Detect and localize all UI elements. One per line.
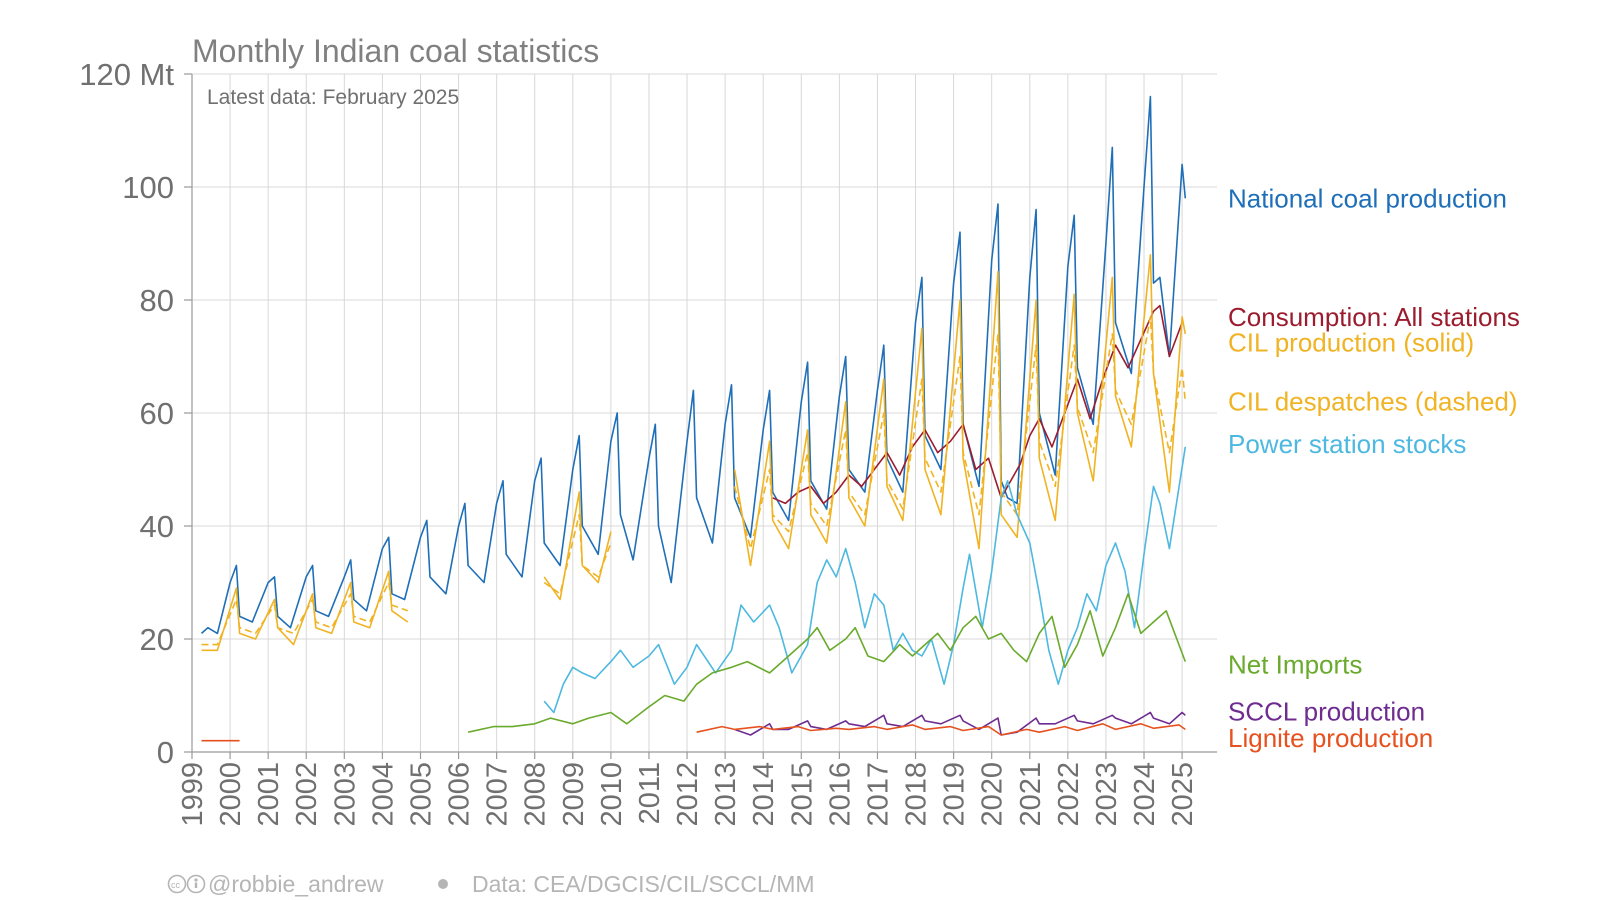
x-tick-label: 2024 [1129,762,1161,827]
grid [191,73,1217,753]
x-tick-label: 2005 [405,762,437,827]
x-tick-label: 2010 [596,762,628,827]
x-tick-label: 2014 [748,762,780,827]
y-tick-label: 100 [122,170,174,205]
chart-subtitle: Latest data: February 2025 [207,86,459,109]
x-tick-label: 2004 [367,762,399,827]
y-tick-label: 0 [157,735,174,770]
x-tick-label: 2013 [710,762,742,827]
x-tick-label: 2000 [215,762,247,827]
x-tick-label: 2016 [824,762,856,827]
series-line-cil-despatches-dashed [201,316,1187,646]
x-tick-label: 2012 [672,762,704,827]
series-label-national-coal-production: National coal production [1228,183,1507,213]
chart-title: Monthly Indian coal statistics [192,33,599,69]
x-tick-label: 2019 [939,762,971,827]
data-source: Data: CEA/DGCIS/CIL/SCCL/MM [472,871,815,897]
x-tick-label: 2021 [1015,762,1047,827]
y-tick-label: 120 Mt [79,57,174,92]
x-tick-label: 2017 [862,762,894,827]
x-tick-label: 2022 [1053,762,1085,827]
series-line-net-imports [467,593,1187,733]
series-label-lignite-production: Lignite production [1228,723,1433,753]
x-tick-label: 2020 [977,762,1009,827]
series-labels: National coal production Consumption: All… [1228,183,1520,753]
series-label-consumption-all-stations: Consumption: All stations [1228,302,1520,332]
y-tick-label: 40 [140,509,174,544]
axes: 1999 2000 2001 2002 2003 2004 2005 2006 2007 2008… [79,57,1217,827]
x-tick-label: 2006 [444,762,476,827]
x-tick-label: 2007 [482,762,514,827]
x-tick-label: 2025 [1167,762,1199,827]
series-label-cil-production-solid: CIL production (solid) [1228,327,1474,357]
series-label-net-imports: Net Imports [1228,649,1362,679]
x-tick-label: 2003 [329,762,361,827]
series-label-cil-despatches-dashed: CIL despatches (dashed) [1228,387,1518,417]
x-tick-label: 2002 [291,762,323,827]
y-tick-label: 60 [140,396,174,431]
credit-handle: @robbie_andrew [208,871,384,897]
x-tick-label: 2018 [901,762,933,827]
series-line-consumption-all-stations [772,304,1183,505]
x-tick-label: 2011 [634,762,666,824]
x-tick-label: 2015 [786,762,818,827]
x-tick-label: 2001 [253,762,285,827]
svg-text:cc: cc [171,880,181,890]
y-tick-label: 20 [140,622,174,657]
cc-icon [167,874,187,894]
x-tick-label: 2009 [558,762,590,827]
series-line-national-coal-production [200,95,1187,635]
credit-line: cc @robbie_andrew Data: CEA/DGCIS/CIL/SC… [167,871,815,897]
x-tick-label: 2008 [520,762,552,827]
series-line-sccl-production [734,711,1186,736]
series-lines [200,95,1187,742]
series-line-lignite-production [201,723,1186,742]
attribution-icon [186,874,206,894]
series-label-sccl-production: SCCL production [1228,696,1425,726]
separator-dot [438,879,448,889]
series-label-power-station-stocks: Power station stocks [1228,429,1466,459]
x-tick-label: 1999 [177,762,209,827]
y-tick-label: 80 [140,283,174,318]
x-tick-label: 2023 [1091,762,1123,827]
